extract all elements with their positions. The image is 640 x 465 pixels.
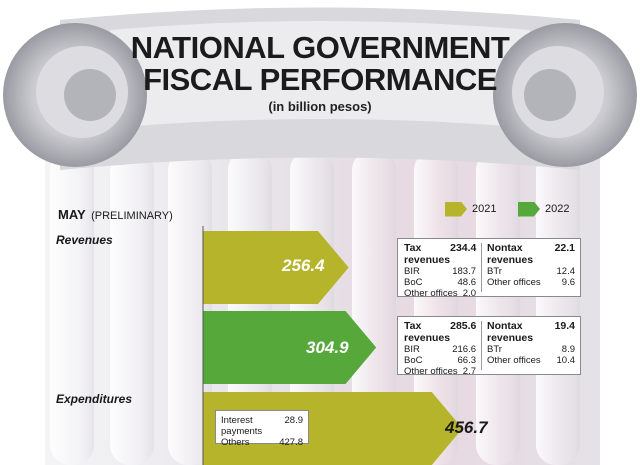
tax-revenues-value: 285.6	[450, 320, 477, 332]
interest-payments-value: 28.9	[284, 415, 304, 426]
bar-value-revenues-2022: 304.9	[306, 338, 349, 357]
tax-revenues-label: Tax revenues	[404, 320, 451, 344]
others-value: 427.8	[279, 437, 303, 448]
nontax-revenues-value: 19.4	[554, 320, 575, 332]
column-flute	[414, 150, 458, 465]
column-flute	[228, 150, 272, 465]
bar-group	[202, 226, 463, 465]
period-label: MAY (PRELIMINARY)	[58, 207, 173, 222]
bar-revenues-2022	[203, 311, 377, 384]
chart-title-line2: FISCAL PERFORMANCE	[143, 62, 497, 97]
other-offices-value: 9.6	[561, 277, 575, 288]
other-offices-value: 2.7	[462, 366, 476, 377]
btr-value: 8.9	[561, 344, 575, 355]
section-label-revenues: Revenues	[56, 233, 113, 247]
other-offices-label: Other offices	[404, 288, 458, 299]
column-flutes	[50, 150, 580, 465]
other-offices-label: Other offices	[487, 277, 541, 288]
nontax-revenues-2022: Nontax revenues 19.4 BTr 8.9 Other offices…	[487, 320, 575, 366]
btr-label: BTr	[487, 266, 502, 277]
btr-value: 12.4	[556, 266, 576, 277]
chart-title-line1: NATIONAL GOVERNMENT	[130, 30, 510, 65]
column-flute	[536, 150, 580, 465]
other-offices-label: Other offices	[404, 366, 458, 377]
column-flute	[476, 150, 520, 465]
box-divider	[481, 321, 482, 370]
nontax-revenues-label: Nontax revenues	[487, 242, 534, 266]
legend-swatch-2022	[518, 201, 540, 217]
chart-subtitle: (in billion pesos)	[268, 99, 372, 114]
tax-revenues-2021: Tax revenues 234.4 BIR 183.7 BoC 48.6 Other…	[404, 242, 476, 299]
legend-swatch-2021	[445, 201, 467, 217]
bir-label: BIR	[404, 266, 420, 277]
btr-label: BTr	[487, 344, 502, 355]
revenue-breakdown-2021: Tax revenues 234.4 BIR 183.7 BoC 48.6 Other…	[397, 238, 581, 299]
nontax-revenues-value: 22.1	[554, 242, 575, 254]
bir-value: 183.7	[452, 266, 476, 277]
other-offices-label: Other offices	[487, 355, 541, 366]
boc-label: BoC	[404, 277, 423, 288]
expenditure-breakdown-2021: Interest payments 28.9 Others 427.8	[215, 410, 309, 448]
column-flute	[50, 150, 94, 465]
other-offices-value: 2.0	[462, 288, 476, 299]
interest-payments-label: Interest payments	[221, 415, 263, 437]
boc-label: BoC	[404, 355, 423, 366]
legend-label-2022: 2022	[545, 203, 570, 215]
boc-value: 48.6	[457, 277, 477, 288]
revenue-breakdown-2022: Tax revenues 285.6 BIR 216.6 BoC 66.3 Other…	[397, 316, 581, 377]
capital-face	[110, 21, 530, 128]
bar-revenues-2021	[203, 231, 349, 304]
tax-revenues-label: Tax revenues	[404, 242, 451, 266]
column-flute	[290, 150, 334, 465]
bar-value-expenditures-2021: 456.7	[445, 418, 488, 437]
column-flute	[168, 150, 212, 465]
bir-value: 216.6	[452, 344, 476, 355]
bir-label: BIR	[404, 344, 420, 355]
tax-revenues-2022: Tax revenues 285.6 BIR 216.6 BoC 66.3 Other…	[404, 320, 476, 377]
tax-revenues-value: 234.4	[450, 242, 477, 254]
legend-item-2022: 2022	[518, 201, 569, 217]
other-offices-value: 10.4	[556, 355, 576, 366]
box-divider	[481, 243, 482, 292]
nontax-revenues-2021: Nontax revenues 22.1 BTr 12.4 Other office…	[487, 242, 575, 288]
others-label: Others	[221, 437, 250, 448]
nontax-revenues-label: Nontax revenues	[487, 320, 534, 344]
period-month: MAY	[58, 207, 86, 222]
boc-value: 66.3	[457, 355, 477, 366]
column-flute	[352, 150, 396, 465]
bar-value-revenues-2021: 256.4	[282, 256, 325, 275]
right-volute-eye	[524, 69, 576, 121]
column-flute	[110, 150, 154, 465]
section-label-expenditures: Expenditures	[56, 392, 133, 406]
legend-item-2021: 2021	[445, 201, 496, 217]
left-volute-eye	[64, 69, 116, 121]
legend-label-2021: 2021	[472, 203, 497, 215]
period-note: (PRELIMINARY)	[91, 210, 173, 222]
